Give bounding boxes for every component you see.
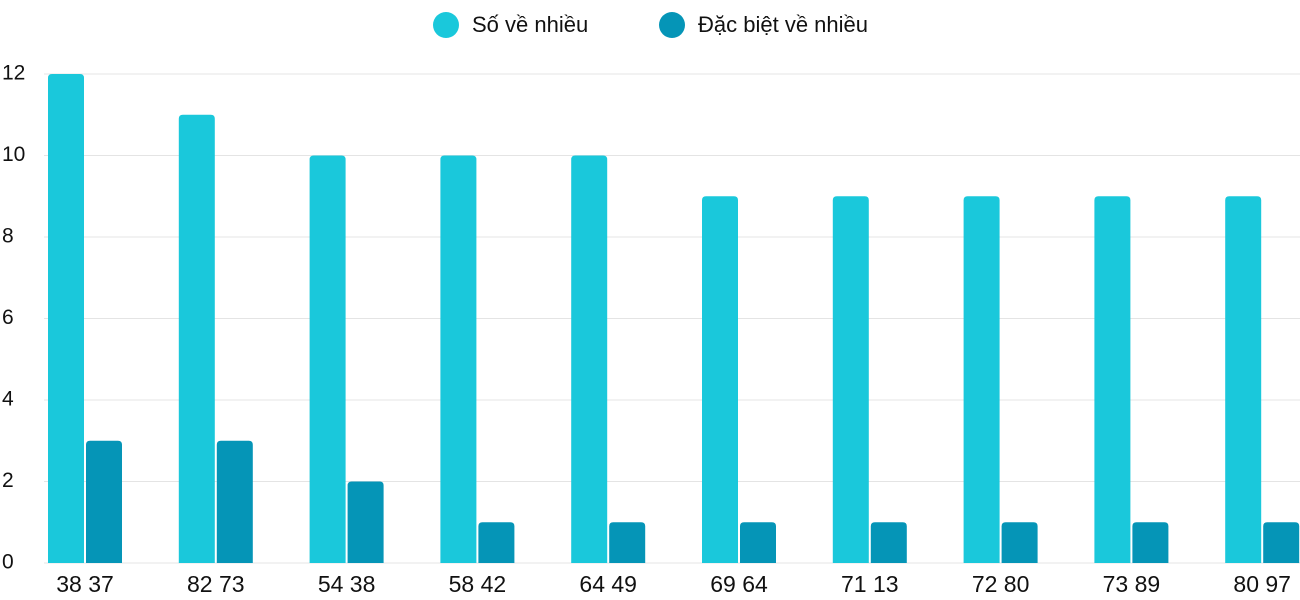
y-tick-label: 6 bbox=[2, 306, 14, 329]
y-tick-label: 10 bbox=[2, 143, 25, 166]
bar bbox=[347, 481, 384, 563]
bar bbox=[48, 74, 84, 563]
bar bbox=[1225, 196, 1262, 563]
x-tick-label: 80 97 bbox=[1233, 571, 1291, 597]
x-tick-label: 38 37 bbox=[56, 571, 114, 597]
bar bbox=[870, 522, 907, 563]
legend-marker bbox=[659, 12, 685, 38]
bar bbox=[1132, 522, 1169, 563]
y-tick-label: 12 bbox=[2, 62, 25, 85]
x-tick-label: 71 13 bbox=[841, 571, 899, 597]
bar bbox=[609, 522, 646, 563]
bar bbox=[1001, 522, 1038, 563]
x-tick-label: 72 80 bbox=[972, 571, 1030, 597]
bar bbox=[478, 522, 515, 563]
bar bbox=[571, 155, 608, 563]
bar bbox=[740, 522, 776, 563]
bar bbox=[86, 440, 122, 563]
y-tick-label: 8 bbox=[2, 225, 14, 248]
bar bbox=[832, 196, 869, 563]
x-tick-label: 58 42 bbox=[449, 571, 507, 597]
bar bbox=[1263, 522, 1300, 563]
x-tick-label: 69 64 bbox=[710, 571, 768, 597]
x-tick-label: 82 73 bbox=[187, 571, 245, 597]
bar bbox=[702, 196, 738, 563]
x-tick-label: 64 49 bbox=[579, 571, 637, 597]
y-tick-label: 0 bbox=[2, 551, 14, 574]
bar bbox=[1094, 196, 1131, 563]
bar bbox=[309, 155, 346, 563]
legend-label: Đặc biệt về nhiều bbox=[698, 12, 868, 37]
legend-marker bbox=[433, 12, 459, 38]
y-tick-label: 4 bbox=[2, 388, 14, 411]
x-tick-label: 73 89 bbox=[1103, 571, 1161, 597]
bar bbox=[440, 155, 477, 563]
bar bbox=[216, 440, 253, 563]
x-tick-label: 54 38 bbox=[318, 571, 376, 597]
legend-label: Số về nhiều bbox=[472, 12, 588, 37]
bar bbox=[178, 114, 215, 563]
bar bbox=[963, 196, 1000, 563]
y-tick-label: 2 bbox=[2, 469, 14, 492]
